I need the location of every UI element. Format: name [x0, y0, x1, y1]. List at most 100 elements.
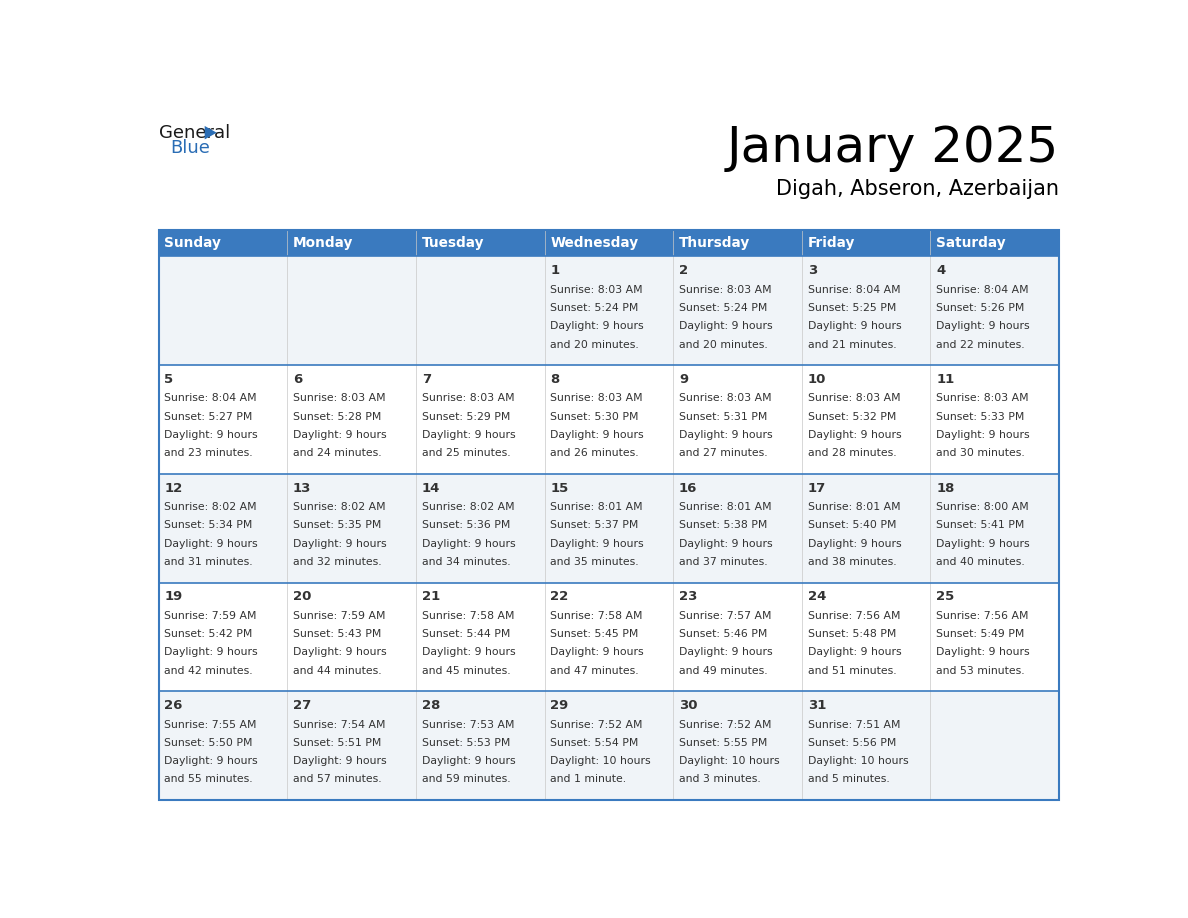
- Text: and 53 minutes.: and 53 minutes.: [936, 666, 1025, 676]
- Text: and 21 minutes.: and 21 minutes.: [808, 340, 896, 350]
- Text: and 20 minutes.: and 20 minutes.: [680, 340, 767, 350]
- Text: Sunrise: 8:04 AM: Sunrise: 8:04 AM: [164, 394, 257, 403]
- Text: Sunset: 5:25 PM: Sunset: 5:25 PM: [808, 303, 896, 313]
- Text: Sunrise: 8:03 AM: Sunrise: 8:03 AM: [550, 285, 643, 295]
- Text: 8: 8: [550, 373, 560, 386]
- Text: Sunset: 5:29 PM: Sunset: 5:29 PM: [422, 411, 510, 421]
- Text: Sunrise: 7:51 AM: Sunrise: 7:51 AM: [808, 720, 901, 730]
- Text: Sunset: 5:35 PM: Sunset: 5:35 PM: [293, 521, 381, 531]
- Text: Sunset: 5:31 PM: Sunset: 5:31 PM: [680, 411, 767, 421]
- Text: Sunset: 5:34 PM: Sunset: 5:34 PM: [164, 521, 253, 531]
- Text: Daylight: 9 hours: Daylight: 9 hours: [550, 321, 644, 331]
- Text: Daylight: 9 hours: Daylight: 9 hours: [164, 430, 258, 440]
- Text: Sunrise: 8:01 AM: Sunrise: 8:01 AM: [550, 502, 643, 512]
- Text: Sunset: 5:27 PM: Sunset: 5:27 PM: [164, 411, 253, 421]
- Text: Sunrise: 8:03 AM: Sunrise: 8:03 AM: [808, 394, 901, 403]
- Bar: [802, 365, 930, 474]
- Polygon shape: [204, 126, 216, 140]
- Text: and 35 minutes.: and 35 minutes.: [550, 557, 639, 567]
- Text: 12: 12: [164, 482, 183, 495]
- Text: Daylight: 10 hours: Daylight: 10 hours: [680, 756, 779, 767]
- Text: 28: 28: [422, 699, 440, 712]
- Text: Sunset: 5:37 PM: Sunset: 5:37 PM: [550, 521, 639, 531]
- Text: 27: 27: [293, 699, 311, 712]
- Text: 20: 20: [293, 590, 311, 603]
- Text: Daylight: 9 hours: Daylight: 9 hours: [808, 539, 902, 549]
- Text: Sunrise: 8:04 AM: Sunrise: 8:04 AM: [808, 285, 901, 295]
- Text: Sunset: 5:40 PM: Sunset: 5:40 PM: [808, 521, 896, 531]
- Text: Sunrise: 7:53 AM: Sunrise: 7:53 AM: [422, 720, 514, 730]
- Text: Daylight: 9 hours: Daylight: 9 hours: [936, 539, 1030, 549]
- Text: Sunrise: 7:52 AM: Sunrise: 7:52 AM: [550, 720, 643, 730]
- Text: and 44 minutes.: and 44 minutes.: [293, 666, 381, 676]
- Bar: [544, 365, 674, 474]
- Text: Sunset: 5:49 PM: Sunset: 5:49 PM: [936, 629, 1024, 639]
- Bar: [287, 474, 416, 583]
- Text: 14: 14: [422, 482, 440, 495]
- Text: Sunrise: 8:04 AM: Sunrise: 8:04 AM: [936, 285, 1029, 295]
- Text: Sunday: Sunday: [164, 236, 221, 250]
- Text: Digah, Abseron, Azerbaijan: Digah, Abseron, Azerbaijan: [776, 179, 1060, 199]
- Bar: [287, 365, 416, 474]
- Text: Daylight: 9 hours: Daylight: 9 hours: [680, 430, 772, 440]
- Text: 23: 23: [680, 590, 697, 603]
- Text: and 1 minute.: and 1 minute.: [550, 775, 626, 784]
- Bar: [158, 256, 287, 365]
- Text: Daylight: 9 hours: Daylight: 9 hours: [293, 539, 386, 549]
- Bar: [802, 583, 930, 691]
- Text: Sunset: 5:46 PM: Sunset: 5:46 PM: [680, 629, 767, 639]
- Text: Daylight: 10 hours: Daylight: 10 hours: [808, 756, 909, 767]
- Bar: [930, 256, 1060, 365]
- Text: Sunset: 5:44 PM: Sunset: 5:44 PM: [422, 629, 510, 639]
- Text: Sunrise: 7:58 AM: Sunrise: 7:58 AM: [550, 610, 643, 621]
- Text: and 3 minutes.: and 3 minutes.: [680, 775, 760, 784]
- Text: Sunrise: 7:57 AM: Sunrise: 7:57 AM: [680, 610, 771, 621]
- Bar: [158, 365, 287, 474]
- Text: 30: 30: [680, 699, 697, 712]
- Text: Wednesday: Wednesday: [550, 236, 638, 250]
- Text: Thursday: Thursday: [680, 236, 750, 250]
- Text: Sunset: 5:24 PM: Sunset: 5:24 PM: [550, 303, 639, 313]
- Bar: [802, 256, 930, 365]
- Text: and 23 minutes.: and 23 minutes.: [164, 448, 253, 458]
- Text: Sunrise: 8:03 AM: Sunrise: 8:03 AM: [680, 394, 771, 403]
- Text: and 20 minutes.: and 20 minutes.: [550, 340, 639, 350]
- Text: 21: 21: [422, 590, 440, 603]
- Bar: [930, 474, 1060, 583]
- Text: Daylight: 9 hours: Daylight: 9 hours: [680, 539, 772, 549]
- Bar: [416, 256, 544, 365]
- Text: Daylight: 9 hours: Daylight: 9 hours: [422, 647, 516, 657]
- Bar: [674, 583, 802, 691]
- Text: Daylight: 9 hours: Daylight: 9 hours: [808, 321, 902, 331]
- Text: Sunrise: 8:03 AM: Sunrise: 8:03 AM: [936, 394, 1029, 403]
- Text: Daylight: 9 hours: Daylight: 9 hours: [164, 539, 258, 549]
- Bar: [802, 230, 930, 256]
- Text: Saturday: Saturday: [936, 236, 1006, 250]
- Bar: [287, 691, 416, 800]
- Text: Daylight: 9 hours: Daylight: 9 hours: [422, 430, 516, 440]
- Text: Daylight: 9 hours: Daylight: 9 hours: [680, 321, 772, 331]
- Bar: [802, 474, 930, 583]
- Text: and 57 minutes.: and 57 minutes.: [293, 775, 381, 784]
- Text: and 51 minutes.: and 51 minutes.: [808, 666, 896, 676]
- Text: and 49 minutes.: and 49 minutes.: [680, 666, 767, 676]
- Text: and 26 minutes.: and 26 minutes.: [550, 448, 639, 458]
- Text: and 40 minutes.: and 40 minutes.: [936, 557, 1025, 567]
- Text: Daylight: 9 hours: Daylight: 9 hours: [808, 430, 902, 440]
- Text: Tuesday: Tuesday: [422, 236, 485, 250]
- Text: Daylight: 9 hours: Daylight: 9 hours: [550, 539, 644, 549]
- Bar: [158, 691, 287, 800]
- Bar: [158, 583, 287, 691]
- Text: Sunset: 5:48 PM: Sunset: 5:48 PM: [808, 629, 896, 639]
- Text: Sunrise: 7:56 AM: Sunrise: 7:56 AM: [936, 610, 1029, 621]
- Text: 19: 19: [164, 590, 183, 603]
- Text: Sunrise: 8:03 AM: Sunrise: 8:03 AM: [293, 394, 386, 403]
- Text: and 42 minutes.: and 42 minutes.: [164, 666, 253, 676]
- Bar: [674, 474, 802, 583]
- Text: and 38 minutes.: and 38 minutes.: [808, 557, 896, 567]
- Text: Sunset: 5:42 PM: Sunset: 5:42 PM: [164, 629, 253, 639]
- Text: Daylight: 9 hours: Daylight: 9 hours: [422, 756, 516, 767]
- Text: and 25 minutes.: and 25 minutes.: [422, 448, 511, 458]
- Text: Sunset: 5:30 PM: Sunset: 5:30 PM: [550, 411, 639, 421]
- Text: Sunset: 5:24 PM: Sunset: 5:24 PM: [680, 303, 767, 313]
